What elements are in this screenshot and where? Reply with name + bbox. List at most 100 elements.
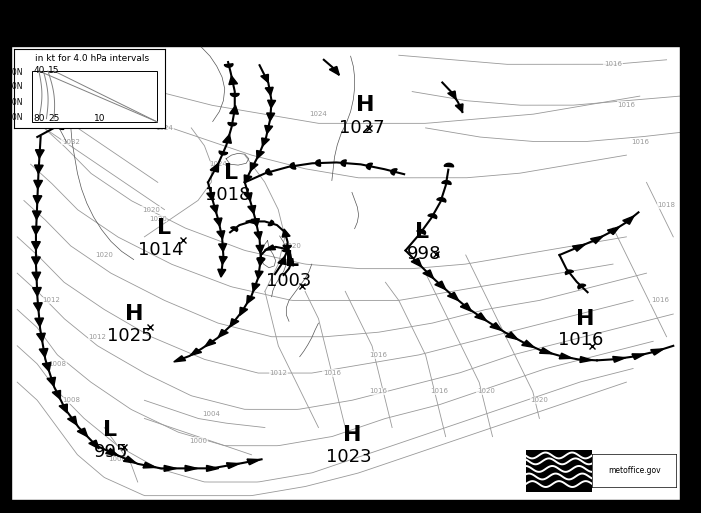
Polygon shape (580, 357, 592, 363)
Polygon shape (417, 230, 426, 234)
Polygon shape (341, 160, 346, 166)
Polygon shape (475, 313, 486, 321)
Text: H: H (356, 95, 374, 115)
Polygon shape (58, 123, 64, 129)
Polygon shape (264, 245, 275, 250)
Polygon shape (632, 354, 645, 360)
Polygon shape (442, 181, 451, 185)
Polygon shape (578, 284, 586, 289)
Polygon shape (174, 356, 186, 362)
Polygon shape (283, 229, 290, 237)
Polygon shape (219, 256, 227, 264)
Polygon shape (256, 245, 264, 253)
Polygon shape (437, 198, 446, 202)
Polygon shape (651, 349, 664, 355)
Polygon shape (231, 227, 238, 231)
Polygon shape (35, 318, 43, 327)
Bar (32, 71, 157, 122)
Text: L: L (102, 420, 116, 440)
Text: L: L (285, 249, 299, 269)
Polygon shape (423, 270, 433, 279)
Polygon shape (191, 348, 202, 356)
Polygon shape (89, 440, 99, 449)
Polygon shape (226, 463, 240, 468)
Polygon shape (444, 163, 454, 167)
Text: 1004: 1004 (203, 411, 220, 417)
Polygon shape (435, 281, 446, 289)
Text: 1020: 1020 (95, 252, 113, 258)
Polygon shape (265, 87, 273, 95)
Text: 80: 80 (33, 114, 45, 124)
Polygon shape (522, 341, 534, 347)
Text: 1024: 1024 (156, 125, 173, 131)
Polygon shape (447, 292, 458, 301)
Text: H: H (125, 304, 144, 324)
Polygon shape (123, 456, 136, 463)
Polygon shape (428, 214, 437, 219)
Polygon shape (231, 93, 239, 96)
Text: 60N: 60N (8, 83, 23, 91)
Polygon shape (219, 244, 226, 251)
Polygon shape (565, 270, 573, 274)
Text: 1016: 1016 (369, 388, 388, 394)
Text: H: H (343, 425, 361, 445)
Polygon shape (540, 348, 552, 354)
Text: 1016: 1016 (430, 388, 448, 394)
Text: 70N: 70N (8, 68, 23, 77)
Text: 1020: 1020 (149, 215, 167, 222)
Polygon shape (367, 163, 372, 169)
Polygon shape (461, 303, 472, 311)
Polygon shape (490, 323, 502, 330)
Polygon shape (210, 205, 218, 213)
Text: 1025: 1025 (107, 327, 153, 345)
Polygon shape (240, 307, 247, 315)
Polygon shape (67, 416, 77, 425)
Polygon shape (224, 64, 233, 67)
Text: 1014: 1014 (138, 241, 184, 259)
Polygon shape (257, 150, 264, 159)
Polygon shape (217, 231, 225, 239)
Text: H: H (576, 309, 594, 328)
Polygon shape (573, 244, 585, 251)
Text: in kt for 4.0 hPa intervals: in kt for 4.0 hPa intervals (35, 53, 149, 63)
Polygon shape (315, 160, 320, 166)
Text: 1032: 1032 (62, 139, 80, 145)
Polygon shape (247, 295, 255, 304)
Polygon shape (36, 333, 46, 342)
Polygon shape (607, 227, 620, 234)
Polygon shape (42, 363, 50, 371)
Text: 1036: 1036 (41, 111, 60, 117)
Text: 1016: 1016 (604, 62, 622, 67)
Polygon shape (32, 242, 41, 250)
Polygon shape (250, 163, 258, 171)
Polygon shape (210, 163, 219, 172)
Polygon shape (39, 348, 48, 357)
Text: 1008: 1008 (62, 397, 80, 403)
Polygon shape (164, 465, 177, 471)
Polygon shape (34, 165, 43, 173)
Polygon shape (266, 169, 272, 175)
Polygon shape (83, 120, 88, 127)
Polygon shape (505, 332, 518, 340)
Polygon shape (255, 271, 263, 279)
Polygon shape (448, 91, 456, 99)
Text: 1016: 1016 (631, 139, 649, 145)
Text: 1024: 1024 (310, 111, 327, 117)
Polygon shape (257, 258, 265, 266)
Polygon shape (247, 206, 256, 213)
Polygon shape (613, 357, 626, 362)
Text: 15: 15 (48, 66, 60, 75)
Polygon shape (252, 283, 260, 291)
Polygon shape (77, 428, 88, 437)
Polygon shape (59, 404, 67, 413)
Polygon shape (590, 236, 603, 244)
Polygon shape (252, 219, 259, 227)
Text: 1020: 1020 (142, 207, 160, 212)
Polygon shape (32, 226, 41, 235)
Text: 995: 995 (94, 443, 128, 461)
Polygon shape (106, 448, 118, 456)
Polygon shape (228, 123, 237, 126)
Polygon shape (268, 221, 273, 226)
Polygon shape (134, 122, 140, 128)
Polygon shape (622, 216, 634, 224)
